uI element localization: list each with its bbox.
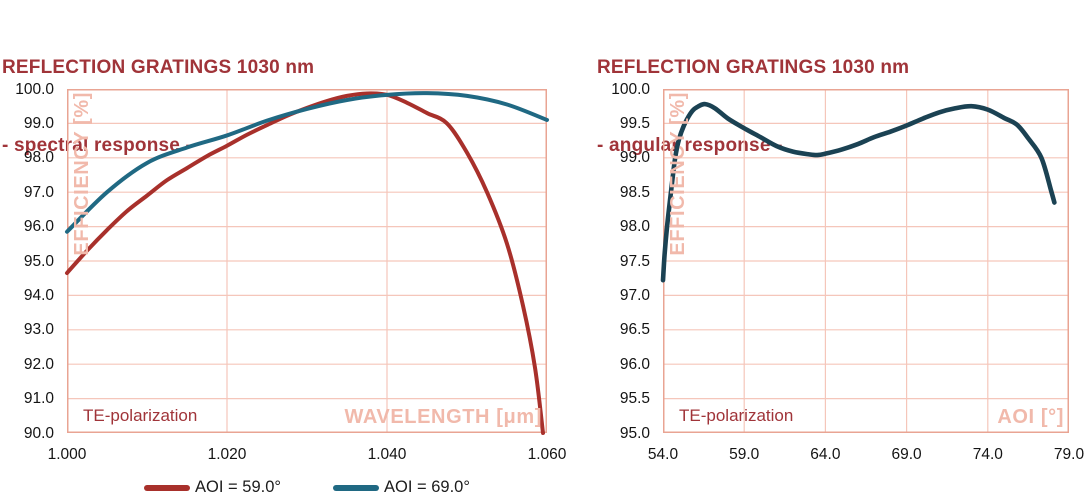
spectral_response-y-tick-label: 98.0: [23, 149, 54, 167]
angular-chart-title: REFLECTION GRATINGS 1030 nm - angular re…: [597, 3, 909, 211]
spectral_response-y-tick-label: 99.0: [23, 114, 54, 132]
angular_response-y-tick-label: 97.5: [619, 252, 650, 270]
legend-item-aoi-69: AOI = 69.0°: [333, 478, 470, 497]
angular_response-svg: [660, 89, 1069, 433]
legend-swatch-teal-line: [333, 484, 379, 491]
spectral_response-y-tick-label: 97.0: [23, 183, 54, 201]
legend-swatch-red-line: [144, 484, 191, 491]
spectral_response-x-tick-label: 1.000: [47, 446, 87, 463]
angular_response-x-tick-label: 69.0: [891, 446, 922, 463]
angular_response-y-tick-label: 95.0: [619, 424, 650, 442]
spectral_response-svg: [65, 89, 549, 435]
angular_response-x-tick-label: 74.0: [972, 446, 1003, 463]
spectral-chart-title-line2: - spectral response -: [2, 135, 193, 156]
spectral_response-y-tick-label: 100.0: [15, 80, 54, 98]
spectral-polarization-annotation: TE-polarization: [83, 406, 198, 425]
spectral-chart-title: REFLECTION GRATINGS 1030 nm - spectral r…: [2, 3, 314, 211]
angular-x-axis-label: AOI [°]: [997, 406, 1064, 428]
angular-y-axis-label: EFFICIENCY [%]: [667, 92, 689, 256]
legend-label-aoi-59: AOI = 59.0°: [195, 478, 281, 496]
angular_response-y-tick-label: 95.5: [619, 390, 650, 408]
spectral_response-y-tick-label: 92.0: [23, 355, 54, 373]
angular_response-y-tick-label: 100.0: [611, 80, 650, 98]
spectral_response-y-tick-label: 90.0: [23, 424, 54, 442]
angular_response-y-tick-label: 98.5: [619, 183, 650, 201]
angular_response-y-tick-label: 99.0: [619, 149, 650, 167]
curve-aoi-59-0: [65, 91, 545, 435]
spectral_response-x-tick-label: 1.040: [367, 446, 407, 463]
angular_response-x-tick-label: 79.0: [1053, 446, 1085, 463]
plot-border: [67, 89, 547, 433]
angular_response-y-tick-label: 98.0: [619, 218, 650, 236]
angular_response-y-tick-label: 97.0: [619, 286, 650, 304]
curve-aoi-69-0: [65, 91, 549, 234]
spectral_response-y-tick-label: 91.0: [23, 390, 54, 408]
curve-angular-response: [660, 101, 1057, 283]
angular_response-x-tick-label: 54.0: [647, 446, 679, 463]
angular_response-y-tick-label: 99.5: [619, 114, 650, 132]
spectral_response-y-tick-label: 96.0: [23, 218, 54, 236]
spectral-chart-title-line1: REFLECTION GRATINGS 1030 nm: [2, 57, 315, 78]
spectral_response-x-tick-label: 1.020: [207, 446, 247, 463]
angular_response-x-tick-label: 59.0: [729, 446, 760, 463]
angular_response-y-tick-label: 96.5: [619, 321, 650, 339]
angular_response-x-tick-label: 64.0: [810, 446, 841, 463]
angular-plot-area: EFFICIENCY [%] AOI [°] TE-polarization: [660, 89, 1069, 433]
legend-item-aoi-59: AOI = 59.0°: [144, 478, 281, 497]
spectral-legend: AOI = 59.0° AOI = 69.0°: [67, 478, 547, 497]
spectral_response-y-tick-label: 94.0: [23, 286, 54, 304]
spectral-x-axis-label: WAVELENGTH [μm]: [344, 406, 542, 428]
angular-chart-title-line1: REFLECTION GRATINGS 1030 nm: [597, 57, 910, 78]
legend-label-aoi-69: AOI = 69.0°: [384, 478, 470, 496]
spectral-plot-area: EFFICIENCY [%] WAVELENGTH [μm] TE-polari…: [65, 89, 549, 435]
angular-polarization-annotation: TE-polarization: [679, 406, 794, 425]
spectral-y-axis-label: EFFICIENCY [%]: [71, 92, 93, 256]
angular_response-y-tick-label: 96.0: [619, 355, 650, 373]
spectral_response-y-tick-label: 93.0: [23, 321, 54, 339]
spectral_response-x-tick-label: 1.060: [527, 446, 567, 463]
spectral_response-y-tick-label: 95.0: [23, 252, 54, 270]
